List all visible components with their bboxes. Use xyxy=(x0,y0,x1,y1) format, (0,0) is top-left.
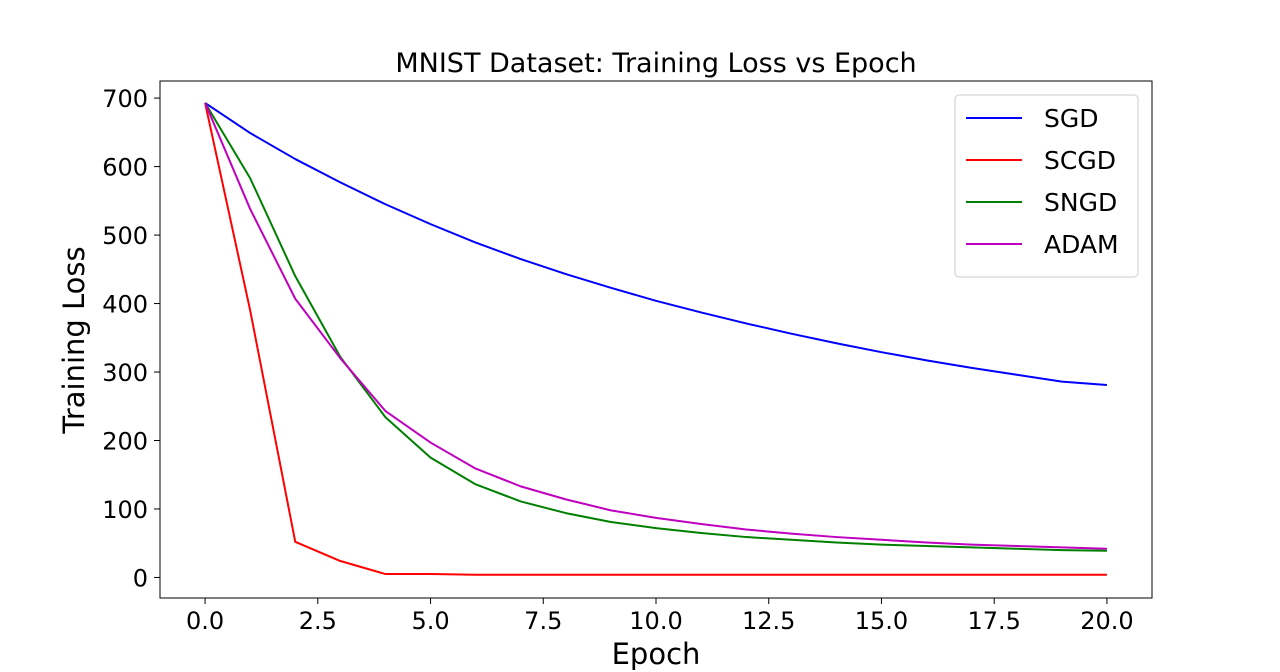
y-tick-label: 100 xyxy=(102,496,148,524)
x-tick-label: 12.5 xyxy=(742,607,795,635)
y-tick-label: 0 xyxy=(133,564,148,592)
x-tick-label: 15.0 xyxy=(855,607,908,635)
legend-label-sgd: SGD xyxy=(1044,104,1099,133)
x-tick-label: 7.5 xyxy=(524,607,562,635)
legend-label-scgd: SCGD xyxy=(1044,146,1116,175)
plot-lines xyxy=(204,102,1107,576)
x-tick-label: 0.0 xyxy=(186,607,224,635)
chart-title: MNIST Dataset: Training Loss vs Epoch xyxy=(395,48,916,79)
y-axis-label: Training Loss xyxy=(57,246,91,434)
legend-label-sngd: SNGD xyxy=(1044,188,1117,217)
series-line-adam xyxy=(204,102,1107,550)
y-axis-ticks: 0 100 200 300 400 500 600 700 xyxy=(102,85,160,592)
y-tick-label: 300 xyxy=(102,359,148,387)
legend: SGD SCGD SNGD ADAM xyxy=(954,94,1139,278)
series-line-sgd xyxy=(204,102,1107,387)
y-tick-label: 400 xyxy=(102,291,148,319)
x-axis-ticks: 0.0 2.5 5.0 7.5 10.0 12.5 15.0 17.5 20.0 xyxy=(186,598,1134,635)
legend-label-adam: ADAM xyxy=(1044,230,1119,259)
x-tick-label: 20.0 xyxy=(1080,607,1133,635)
x-tick-label: 2.5 xyxy=(299,607,337,635)
x-axis-label: Epoch xyxy=(612,637,701,671)
y-tick-label: 200 xyxy=(102,428,148,456)
y-tick-label: 600 xyxy=(102,154,148,182)
series-line-scgd xyxy=(204,102,1107,576)
x-tick-label: 5.0 xyxy=(411,607,449,635)
y-tick-label: 500 xyxy=(102,222,148,250)
x-tick-label: 17.5 xyxy=(967,607,1020,635)
legend-box xyxy=(954,94,1139,278)
x-tick-label: 10.0 xyxy=(629,607,682,635)
y-tick-label: 700 xyxy=(102,85,148,113)
